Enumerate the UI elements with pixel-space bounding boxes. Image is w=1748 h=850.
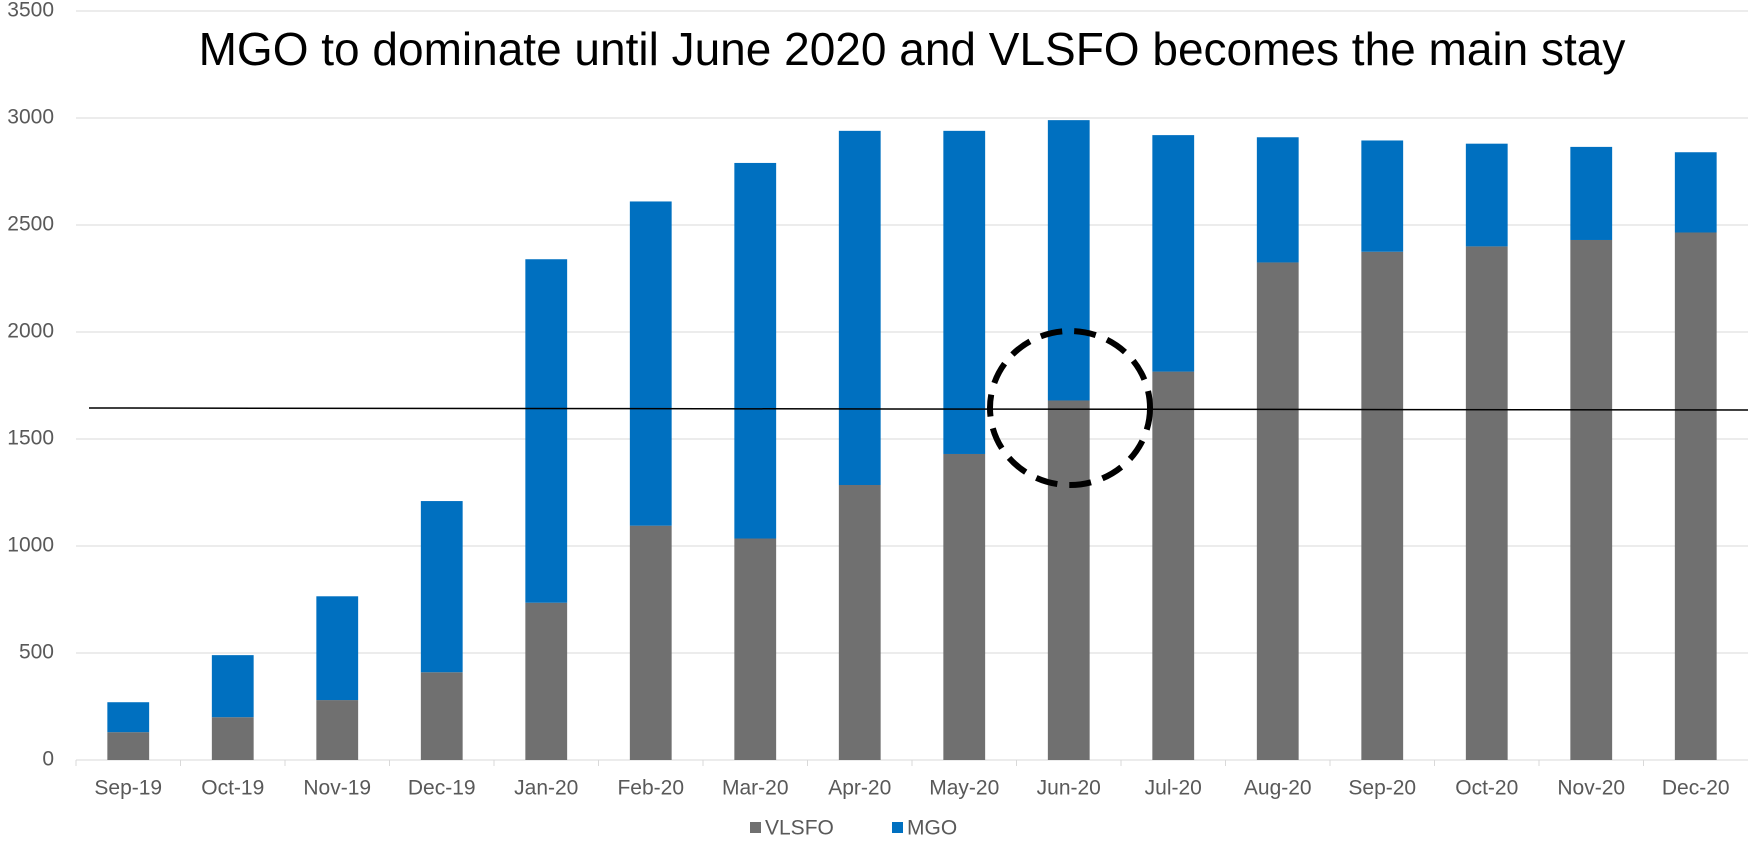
y-tick-label: 500 (19, 641, 54, 664)
bar-segment (107, 702, 150, 733)
y-tick-label: 0 (42, 748, 54, 771)
y-tick-label: 1000 (7, 534, 54, 557)
bar-segment (629, 525, 672, 760)
bar-segment (943, 453, 986, 760)
bar-segment (838, 130, 881, 486)
bar-segment (1674, 232, 1717, 761)
x-tick-label: Oct-20 (1455, 777, 1518, 800)
bar-segment (1152, 135, 1195, 372)
highlight-circle (987, 328, 1153, 488)
x-tick-label: Feb-20 (617, 777, 684, 800)
bar-segment (1047, 400, 1090, 760)
x-tick-label: Dec-20 (1662, 777, 1730, 800)
bar-segment (1674, 152, 1717, 233)
bar-segment (1152, 371, 1195, 760)
x-tick-label: Nov-19 (303, 777, 371, 800)
y-tick-label: 2500 (7, 213, 54, 236)
x-tick-label: Sep-19 (94, 777, 162, 800)
x-tick-label: Mar-20 (722, 777, 789, 800)
bar-segment (1570, 239, 1613, 761)
x-tick-label: Oct-19 (201, 777, 264, 800)
bar-segment (1361, 251, 1404, 760)
bar-segment (525, 259, 568, 603)
x-tick-label: Jul-20 (1145, 777, 1202, 800)
bar-segment (316, 700, 359, 760)
x-tick-label: Aug-20 (1244, 777, 1312, 800)
bar-segment (734, 162, 777, 539)
x-tick-label: Sep-20 (1348, 777, 1416, 800)
bar-segment (943, 130, 986, 454)
y-tick-label: 1500 (7, 427, 54, 450)
reference-line (88, 407, 1748, 411)
y-tick-label: 2000 (7, 320, 54, 343)
bar-segment (1465, 143, 1508, 247)
bar-segment (1256, 137, 1299, 263)
bar-segment (1256, 262, 1299, 760)
bar-segment (1361, 140, 1404, 252)
x-tick-label: Jan-20 (514, 777, 578, 800)
x-tick-label: Apr-20 (828, 777, 891, 800)
bar-segment (525, 602, 568, 760)
x-tick-label: Jun-20 (1037, 777, 1101, 800)
bar-segment (838, 485, 881, 760)
bar-segment (211, 655, 254, 718)
legend-swatch (892, 822, 903, 833)
x-tick-label: May-20 (929, 777, 999, 800)
legend-label: MGO (907, 817, 957, 840)
bar-segment (316, 596, 359, 701)
bar-segment (629, 201, 672, 526)
bar-segment (420, 672, 463, 760)
bar-segment (1465, 246, 1508, 760)
x-tick-label: Nov-20 (1557, 777, 1625, 800)
legend-label: VLSFO (765, 817, 834, 840)
bar-segment (211, 717, 254, 760)
bar-segment (1047, 120, 1090, 401)
bar-segment (734, 538, 777, 760)
y-tick-label: 3500 (7, 0, 54, 22)
bar-segment (1570, 146, 1613, 240)
bar-segment (420, 501, 463, 673)
y-tick-label: 3000 (7, 106, 54, 129)
x-tick-label: Dec-19 (408, 777, 476, 800)
plot-area: 0 500 1000 1500 2000 2500 3000 3500 Sep-19 Oct-19… (7, 0, 1748, 840)
chart-title: MGO to dominate until June 2020 and VLSF… (199, 23, 1626, 75)
bar-segment (107, 732, 150, 760)
legend-swatch (750, 822, 761, 833)
